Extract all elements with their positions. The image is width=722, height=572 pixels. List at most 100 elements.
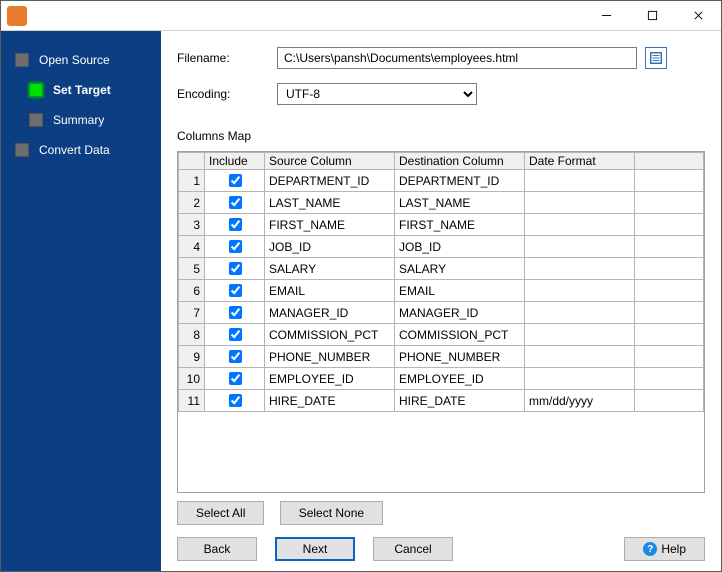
include-cell[interactable] [205, 302, 265, 324]
destination-column-cell[interactable]: SALARY [395, 258, 525, 280]
sidebar-item-label: Convert Data [39, 143, 110, 157]
source-column-cell[interactable]: FIRST_NAME [265, 214, 395, 236]
source-column-cell[interactable]: MANAGER_ID [265, 302, 395, 324]
table-row[interactable]: 3FIRST_NAMEFIRST_NAME [179, 214, 704, 236]
sidebar-item-open-source[interactable]: Open Source [1, 45, 161, 75]
filename-label: Filename: [177, 51, 277, 65]
table-row[interactable]: 9 PHONE_NUMBERPHONE_NUMBER [179, 346, 704, 368]
table-row[interactable]: 8 COMMISSION_PCTCOMMISSION_PCT [179, 324, 704, 346]
destination-column-cell[interactable]: EMPLOYEE_ID [395, 368, 525, 390]
include-cell[interactable] [205, 368, 265, 390]
filename-input[interactable] [277, 47, 637, 69]
destination-column-cell[interactable]: COMMISSION_PCT [395, 324, 525, 346]
include-checkbox[interactable] [229, 372, 242, 385]
table-row[interactable]: 1 DEPARTMENT_IDDEPARTMENT_ID [179, 170, 704, 192]
source-column-cell[interactable]: PHONE_NUMBER [265, 346, 395, 368]
row-number: 9 [179, 346, 205, 368]
include-cell[interactable] [205, 192, 265, 214]
include-checkbox[interactable] [229, 284, 242, 297]
source-column-cell[interactable]: HIRE_DATE [265, 390, 395, 412]
source-column-cell[interactable]: EMAIL [265, 280, 395, 302]
row-number: 11 [179, 390, 205, 412]
table-row[interactable]: 11HIRE_DATEHIRE_DATEmm/dd/yyyy [179, 390, 704, 412]
select-all-button[interactable]: Select All [177, 501, 264, 525]
include-cell[interactable] [205, 214, 265, 236]
sidebar-item-convert-data[interactable]: Convert Data [1, 135, 161, 165]
destination-column-cell[interactable]: DEPARTMENT_ID [395, 170, 525, 192]
include-cell[interactable] [205, 390, 265, 412]
destination-column-cell[interactable]: HIRE_DATE [395, 390, 525, 412]
destination-column-cell[interactable]: EMAIL [395, 280, 525, 302]
date-format-cell[interactable] [525, 258, 635, 280]
minimize-button[interactable] [583, 1, 629, 30]
table-row[interactable]: 6EMAILEMAIL [179, 280, 704, 302]
browse-button[interactable] [645, 47, 667, 69]
header-source[interactable]: Source Column [265, 153, 395, 170]
include-checkbox[interactable] [229, 350, 242, 363]
columns-map-table: Include Source Column Destination Column… [178, 152, 704, 412]
destination-column-cell[interactable]: PHONE_NUMBER [395, 346, 525, 368]
table-row[interactable]: 7MANAGER_IDMANAGER_ID [179, 302, 704, 324]
include-checkbox[interactable] [229, 174, 242, 187]
include-checkbox[interactable] [229, 306, 242, 319]
include-cell[interactable] [205, 280, 265, 302]
sidebar-item-label: Summary [53, 113, 104, 127]
destination-column-cell[interactable]: LAST_NAME [395, 192, 525, 214]
close-icon [693, 10, 704, 21]
blank-cell [635, 258, 704, 280]
include-checkbox[interactable] [229, 218, 242, 231]
date-format-cell[interactable] [525, 214, 635, 236]
step-dot-icon [15, 53, 29, 67]
row-number: 10 [179, 368, 205, 390]
include-checkbox[interactable] [229, 394, 242, 407]
date-format-cell[interactable] [525, 280, 635, 302]
back-button[interactable]: Back [177, 537, 257, 561]
select-none-button[interactable]: Select None [280, 501, 383, 525]
destination-column-cell[interactable]: MANAGER_ID [395, 302, 525, 324]
source-column-cell[interactable]: DEPARTMENT_ID [265, 170, 395, 192]
sidebar-item-summary[interactable]: Summary [1, 105, 161, 135]
date-format-cell[interactable] [525, 302, 635, 324]
destination-column-cell[interactable]: JOB_ID [395, 236, 525, 258]
source-column-cell[interactable]: EMPLOYEE_ID [265, 368, 395, 390]
date-format-cell[interactable] [525, 192, 635, 214]
sidebar-item-set-target[interactable]: Set Target [1, 75, 161, 105]
help-button[interactable]: ? Help [624, 537, 705, 561]
row-number: 1 [179, 170, 205, 192]
blank-cell [635, 390, 704, 412]
date-format-cell[interactable] [525, 236, 635, 258]
include-cell[interactable] [205, 170, 265, 192]
next-button[interactable]: Next [275, 537, 355, 561]
table-row[interactable]: 10 EMPLOYEE_IDEMPLOYEE_ID [179, 368, 704, 390]
maximize-button[interactable] [629, 1, 675, 30]
table-row[interactable]: 4JOB_IDJOB_ID [179, 236, 704, 258]
source-column-cell[interactable]: JOB_ID [265, 236, 395, 258]
header-format[interactable]: Date Format [525, 153, 635, 170]
include-checkbox[interactable] [229, 240, 242, 253]
source-column-cell[interactable]: COMMISSION_PCT [265, 324, 395, 346]
table-row[interactable]: 2LAST_NAMELAST_NAME [179, 192, 704, 214]
date-format-cell[interactable] [525, 324, 635, 346]
include-checkbox[interactable] [229, 328, 242, 341]
include-checkbox[interactable] [229, 262, 242, 275]
close-button[interactable] [675, 1, 721, 30]
step-dot-icon [29, 83, 43, 97]
source-column-cell[interactable]: LAST_NAME [265, 192, 395, 214]
header-include[interactable]: Include [205, 153, 265, 170]
destination-column-cell[interactable]: FIRST_NAME [395, 214, 525, 236]
include-cell[interactable] [205, 324, 265, 346]
include-cell[interactable] [205, 236, 265, 258]
date-format-cell[interactable] [525, 346, 635, 368]
include-cell[interactable] [205, 258, 265, 280]
encoding-select[interactable]: UTF-8 [277, 83, 477, 105]
row-number: 8 [179, 324, 205, 346]
include-checkbox[interactable] [229, 196, 242, 209]
header-dest[interactable]: Destination Column [395, 153, 525, 170]
source-column-cell[interactable]: SALARY [265, 258, 395, 280]
date-format-cell[interactable] [525, 170, 635, 192]
date-format-cell[interactable] [525, 368, 635, 390]
table-row[interactable]: 5SALARYSALARY [179, 258, 704, 280]
cancel-button[interactable]: Cancel [373, 537, 453, 561]
date-format-cell[interactable]: mm/dd/yyyy [525, 390, 635, 412]
include-cell[interactable] [205, 346, 265, 368]
